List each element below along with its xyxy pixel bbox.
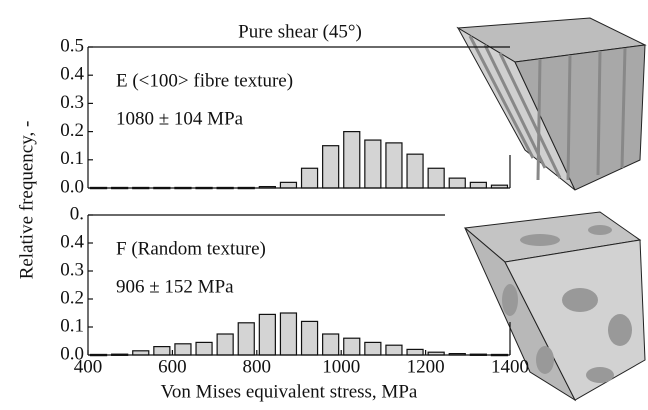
- bar: [174, 343, 192, 356]
- y-tick-label: 0.4: [60, 64, 84, 85]
- bar: [364, 341, 382, 356]
- annotation: E (<100> fibre texture): [116, 70, 293, 91]
- y-axis-label: Relative frequency, -: [16, 121, 37, 280]
- y-tick-label: 0.0: [60, 343, 84, 364]
- bar: [300, 320, 319, 356]
- bar: [258, 313, 276, 356]
- bar: [448, 177, 466, 189]
- y-tick-label: 0.1: [60, 148, 84, 169]
- bar: [322, 333, 340, 356]
- y-tick-label: 0.3: [60, 259, 84, 280]
- bar: [300, 167, 319, 189]
- bar: [343, 337, 361, 356]
- bar: [279, 312, 298, 356]
- chart-title: Pure shear (45°): [238, 21, 362, 42]
- x-tick-label: 800: [243, 356, 272, 377]
- bar: [322, 145, 340, 189]
- cube-texture: [502, 225, 632, 383]
- y-tick-label: 0.1: [60, 315, 84, 336]
- annotation: 906 ± 152 MPa: [116, 276, 234, 297]
- x-tick-label: 600: [158, 356, 187, 377]
- y-tick-label: 0.0: [60, 176, 84, 197]
- y-tick-label: 0.2: [60, 120, 84, 141]
- bar: [343, 131, 361, 189]
- y-tick-label: 0.5: [60, 35, 84, 56]
- bar: [406, 348, 424, 356]
- bar: [195, 341, 213, 356]
- x-tick-label: 1400: [491, 356, 529, 377]
- x-tick-label: 1200: [407, 356, 445, 377]
- y-tick-label: 0.3: [60, 92, 84, 113]
- bar: [427, 167, 445, 189]
- cube-illustrations: [456, 17, 647, 402]
- annotation: 1080 ± 104 MPa: [116, 108, 244, 129]
- bar: [132, 350, 150, 356]
- y-tick-label: 0.2: [60, 287, 84, 308]
- cube-right: [514, 44, 646, 191]
- bar: [385, 344, 403, 356]
- bar: [279, 181, 298, 189]
- bar: [385, 142, 403, 189]
- y-tick-label: 0.: [70, 203, 84, 224]
- bar: [237, 322, 255, 356]
- x-tick-label: 400: [74, 356, 103, 377]
- bar: [364, 139, 382, 189]
- bar: [216, 333, 234, 356]
- bar: [406, 153, 424, 189]
- x-tick-label: 1000: [322, 356, 360, 377]
- cube-texture: [468, 35, 627, 181]
- bar: [153, 346, 171, 356]
- y-tick-label: 0.4: [60, 231, 84, 252]
- annotation: F (Random texture): [116, 238, 266, 259]
- bar: [469, 181, 487, 189]
- x-axis-label: Von Mises equivalent stress, MPa: [161, 381, 418, 402]
